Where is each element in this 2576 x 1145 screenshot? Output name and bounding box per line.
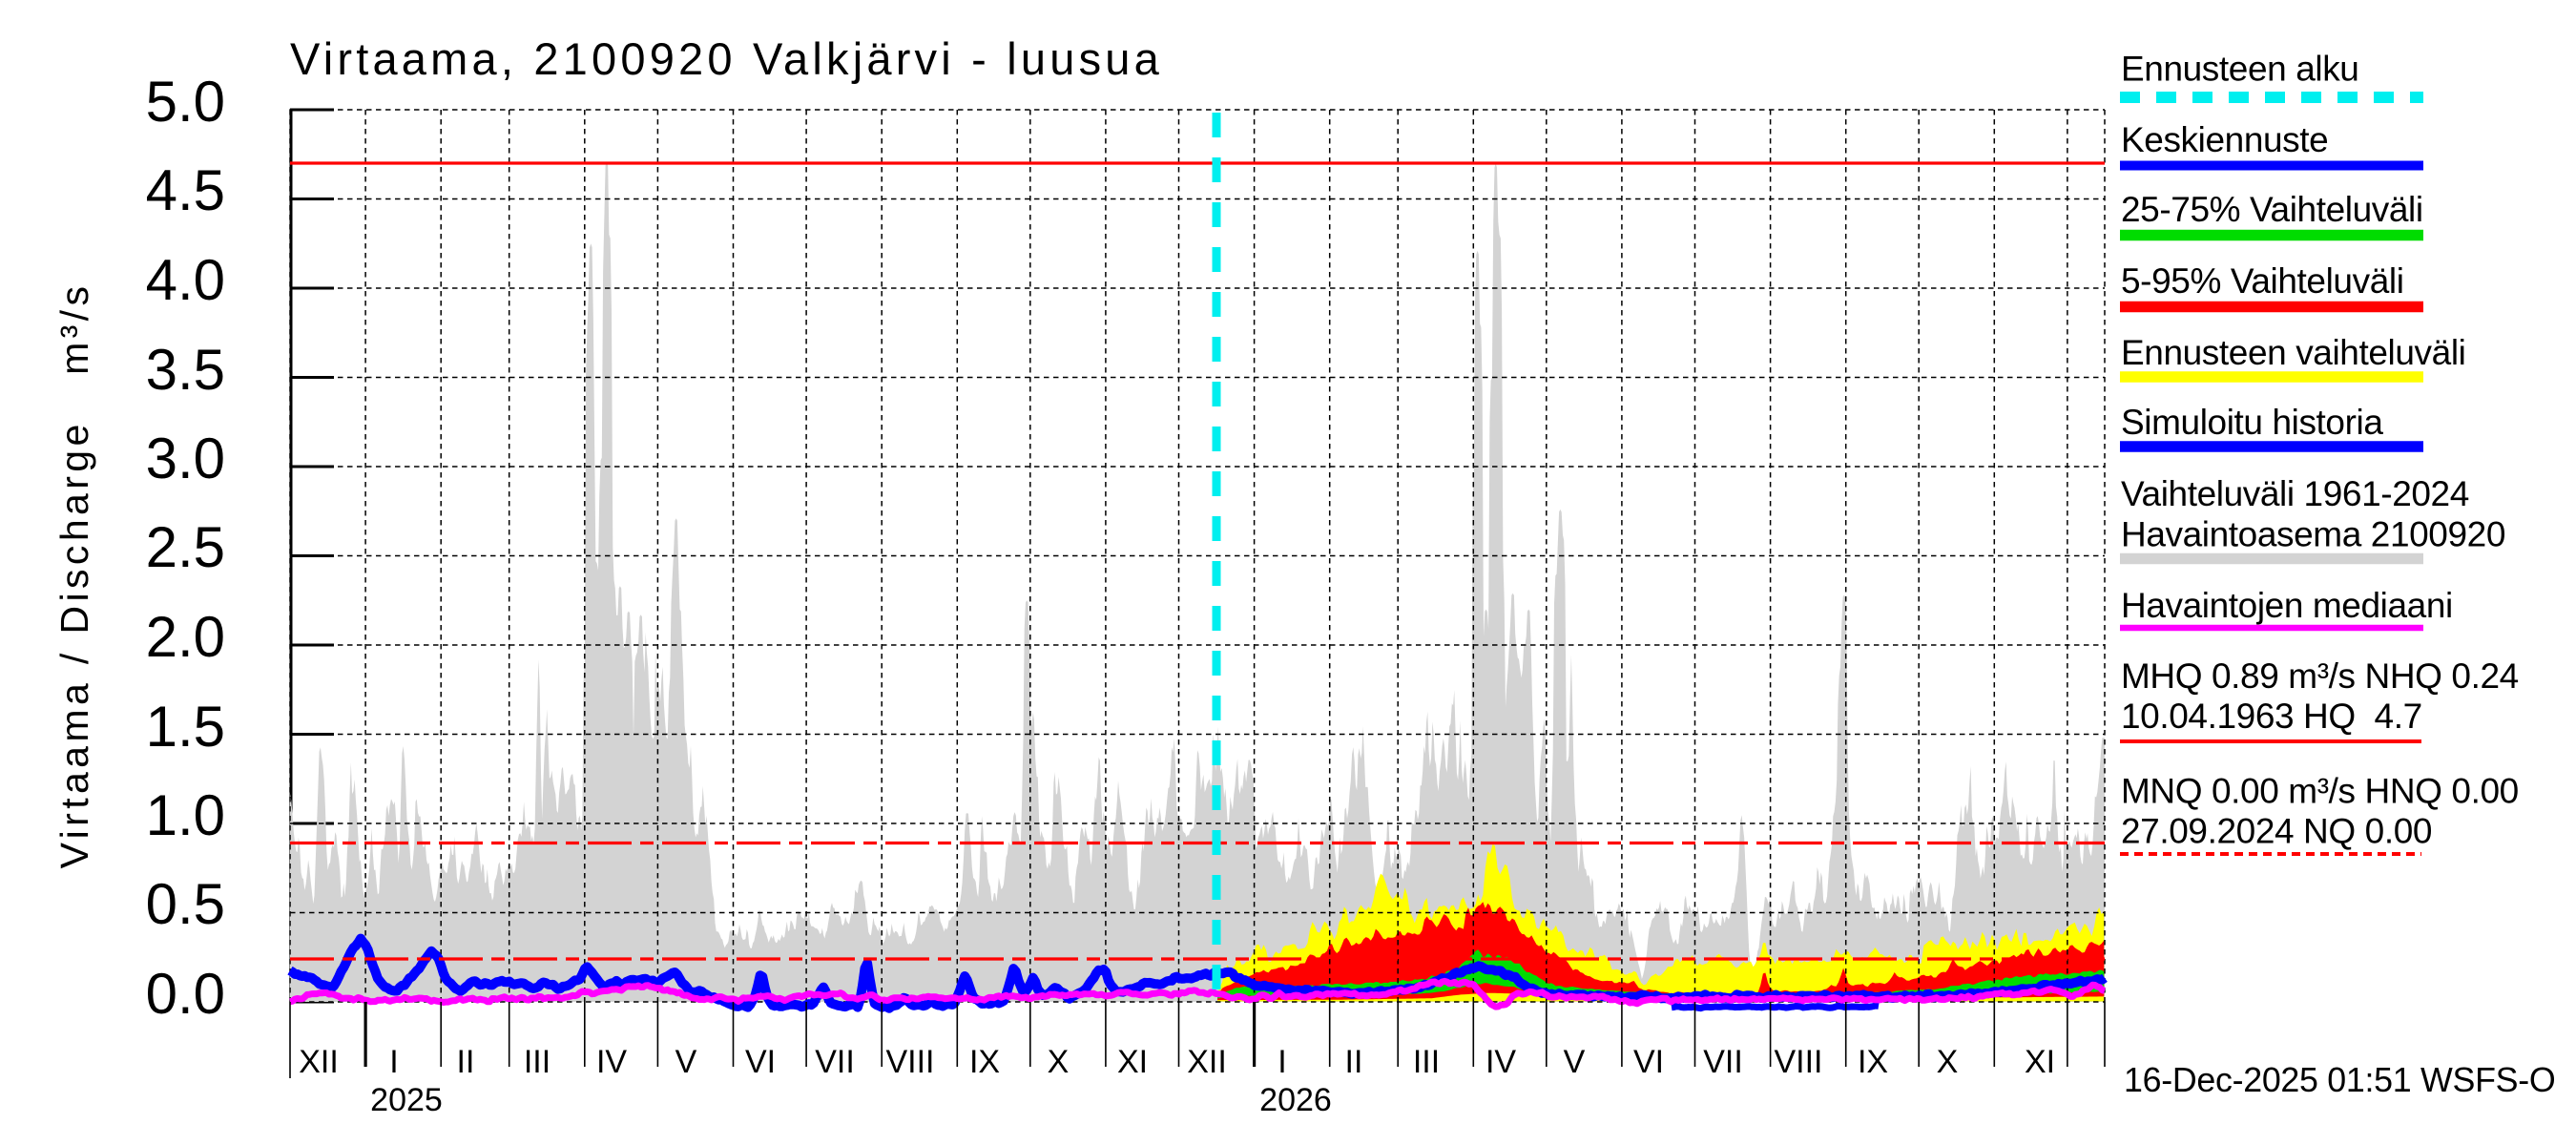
svg-text:0.0: 0.0: [146, 962, 225, 1026]
svg-text:VII: VII: [1703, 1044, 1743, 1080]
svg-text:25-75% Vaihteluväli: 25-75% Vaihteluväli: [2121, 190, 2423, 229]
svg-text:III: III: [1413, 1044, 1440, 1080]
svg-text:0.5: 0.5: [146, 872, 225, 936]
svg-text:2025: 2025: [370, 1082, 443, 1118]
svg-text:Simuloitu historia: Simuloitu historia: [2121, 403, 2383, 442]
svg-text:I: I: [389, 1044, 398, 1080]
svg-text:VIII: VIII: [1774, 1044, 1822, 1080]
svg-text:V: V: [1564, 1044, 1586, 1080]
svg-text:Ennusteen alku: Ennusteen alku: [2121, 50, 2358, 89]
svg-text:1.5: 1.5: [146, 695, 225, 759]
svg-text:XI: XI: [1117, 1044, 1148, 1080]
svg-text:III: III: [524, 1044, 551, 1080]
svg-text:IV: IV: [596, 1044, 627, 1080]
svg-text:Keskiennuste: Keskiennuste: [2121, 120, 2328, 159]
svg-text:4.5: 4.5: [146, 158, 225, 222]
svg-text:Virtaama, 2100920 Valkjärvi -: Virtaama, 2100920 Valkjärvi - luusua: [290, 33, 1163, 84]
svg-text:Virtaama / Discharge m³/s: Virtaama / Discharge m³/s: [52, 282, 96, 869]
svg-text:X: X: [1048, 1044, 1070, 1080]
svg-text:2.5: 2.5: [146, 515, 225, 579]
svg-text:Ennusteen vaihteluväli: Ennusteen vaihteluväli: [2121, 333, 2465, 372]
svg-text:II: II: [457, 1044, 475, 1080]
svg-text:2.0: 2.0: [146, 605, 225, 669]
svg-text:X: X: [1937, 1044, 1959, 1080]
svg-text:IX: IX: [1858, 1044, 1888, 1080]
svg-text:MHQ 0.89 m³/s NHQ 0.24: MHQ 0.89 m³/s NHQ 0.24: [2121, 656, 2519, 696]
svg-text:IX: IX: [969, 1044, 1000, 1080]
svg-text:Havaintoasema 2100920: Havaintoasema 2100920: [2121, 515, 2505, 554]
svg-text:27.09.2024 NQ 0.00: 27.09.2024 NQ 0.00: [2121, 812, 2432, 851]
svg-text:3.5: 3.5: [146, 338, 225, 402]
svg-text:VI: VI: [1633, 1044, 1664, 1080]
svg-text:Vaihteluväli 1961-2024: Vaihteluväli 1961-2024: [2121, 474, 2469, 513]
svg-text:MNQ 0.00 m³/s HNQ 0.00: MNQ 0.00 m³/s HNQ 0.00: [2121, 772, 2519, 811]
svg-text:5.0: 5.0: [146, 70, 225, 134]
svg-text:IV: IV: [1485, 1044, 1516, 1080]
svg-text:VII: VII: [815, 1044, 855, 1080]
svg-text:II: II: [1345, 1044, 1363, 1080]
svg-text:I: I: [1278, 1044, 1286, 1080]
svg-text:2026: 2026: [1259, 1082, 1332, 1118]
svg-text:3.0: 3.0: [146, 427, 225, 490]
svg-text:1.0: 1.0: [146, 783, 225, 847]
svg-text:VIII: VIII: [885, 1044, 934, 1080]
svg-text:XI: XI: [2025, 1044, 2055, 1080]
svg-text:4.0: 4.0: [146, 248, 225, 312]
svg-text:VI: VI: [745, 1044, 776, 1080]
svg-text:5-95% Vaihteluväli: 5-95% Vaihteluväli: [2121, 261, 2404, 301]
svg-text:V: V: [675, 1044, 697, 1080]
svg-text:XII: XII: [299, 1044, 339, 1080]
svg-text:16-Dec-2025 01:51 WSFS-O: 16-Dec-2025 01:51 WSFS-O: [2124, 1061, 2555, 1099]
svg-text:Havaintojen mediaani: Havaintojen mediaani: [2121, 586, 2453, 625]
svg-text:10.04.1963 HQ 4.7: 10.04.1963 HQ 4.7: [2121, 697, 2422, 736]
svg-text:XII: XII: [1187, 1044, 1227, 1080]
